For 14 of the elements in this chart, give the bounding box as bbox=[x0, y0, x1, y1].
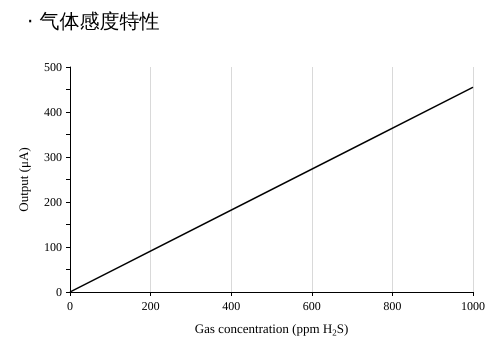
y-axis-title: Output (μA) bbox=[16, 147, 31, 212]
x-tick-label: 0 bbox=[67, 299, 73, 313]
y-tick-label: 300 bbox=[44, 150, 62, 164]
x-tick-label: 1000 bbox=[461, 299, 485, 313]
y-tick-label: 0 bbox=[56, 285, 62, 299]
chart-title: · 气体感度特性 bbox=[27, 9, 160, 33]
x-tick-label: 600 bbox=[302, 299, 321, 313]
y-tick-label: 400 bbox=[44, 105, 62, 119]
x-tick-label: 400 bbox=[222, 299, 240, 313]
x-tick-label: 800 bbox=[383, 299, 402, 313]
y-tick-label: 100 bbox=[44, 240, 62, 254]
x-tick-label: 200 bbox=[142, 299, 160, 313]
y-tick-label: 200 bbox=[44, 195, 62, 209]
y-tick-label: 500 bbox=[44, 60, 62, 74]
